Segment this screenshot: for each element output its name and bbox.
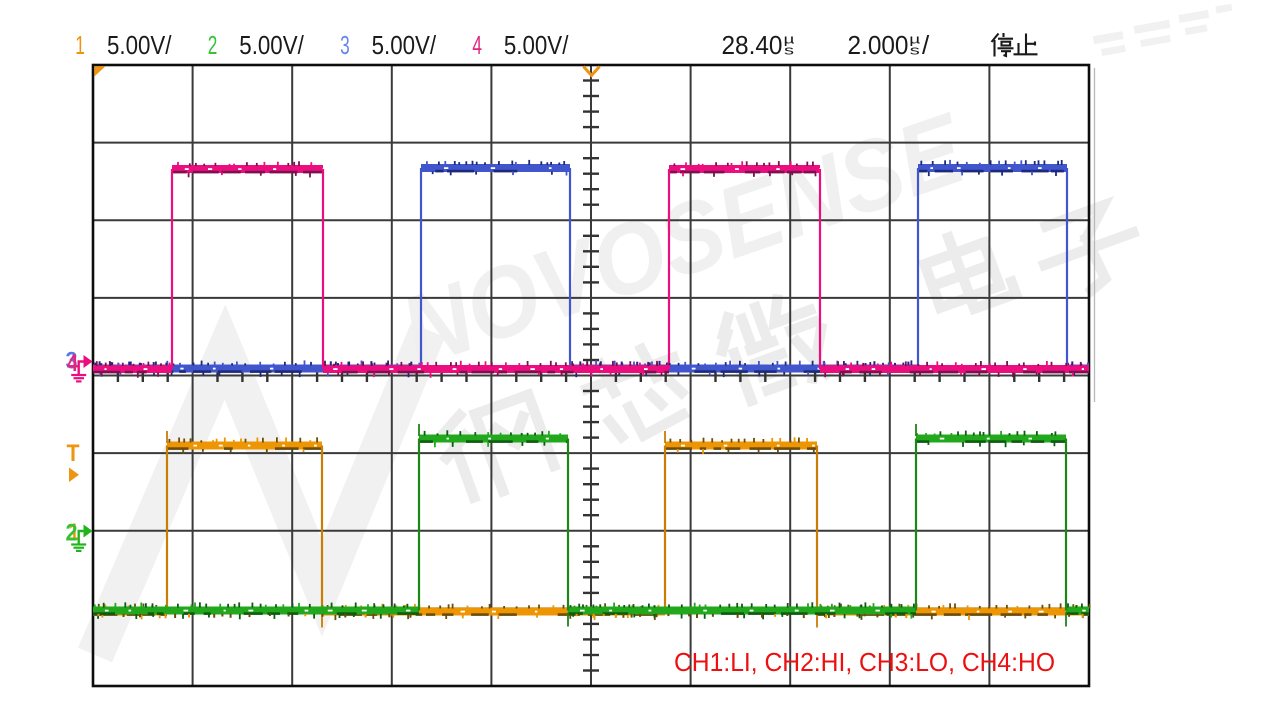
svg-text:T: T <box>67 440 80 467</box>
svg-text:1: 1 <box>75 30 85 60</box>
svg-text:28.40: 28.40 <box>722 30 783 60</box>
svg-text:4: 4 <box>472 30 482 60</box>
svg-text:s: s <box>910 43 921 58</box>
svg-text:/: / <box>922 30 930 60</box>
svg-text:1: 1 <box>69 519 79 546</box>
svg-text:4: 4 <box>67 350 79 377</box>
svg-text:2: 2 <box>208 30 218 60</box>
svg-text:2: 2 <box>66 520 78 547</box>
svg-text:5.00V/: 5.00V/ <box>107 30 172 60</box>
svg-text:CH1:LI, CH2:HI, CH3:LO, CH4:HO: CH1:LI, CH2:HI, CH3:LO, CH4:HO <box>674 647 1055 677</box>
svg-text:µ: µ <box>784 32 796 47</box>
svg-text:5.00V/: 5.00V/ <box>239 30 304 60</box>
svg-text:3: 3 <box>340 30 350 60</box>
svg-text:2.000: 2.000 <box>848 30 909 60</box>
svg-text:5.00V/: 5.00V/ <box>504 30 569 60</box>
svg-text:5.00V/: 5.00V/ <box>372 30 437 60</box>
svg-text:3: 3 <box>66 348 78 375</box>
svg-text:s: s <box>784 43 795 58</box>
svg-text:µ: µ <box>909 32 921 47</box>
